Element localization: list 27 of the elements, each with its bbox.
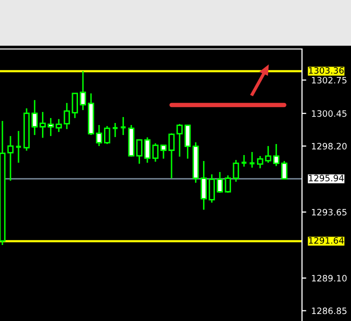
candlestick xyxy=(120,116,127,136)
candlestick xyxy=(15,130,22,164)
candlestick xyxy=(32,99,38,136)
candlestick xyxy=(160,144,167,160)
candlestick xyxy=(96,124,102,147)
candlestick xyxy=(7,135,14,182)
candlestick xyxy=(104,125,110,145)
ref-line-label: 1303.36 xyxy=(309,67,344,74)
y-tick-label: 1298.20 xyxy=(312,142,347,150)
candlestick xyxy=(240,154,248,168)
candlestick xyxy=(152,142,159,162)
y-tick-label: 1293.65 xyxy=(312,208,346,216)
candlestick xyxy=(224,174,232,194)
candlestick xyxy=(232,159,240,182)
candlestick xyxy=(80,70,86,111)
candlestick xyxy=(144,136,150,164)
ref-line-label: 1291.64 xyxy=(309,237,344,244)
y-tick-label: 1286.85 xyxy=(312,308,346,314)
y-tick-label: 1300.45 xyxy=(312,110,346,117)
ref-line-label: 1295.94 xyxy=(309,174,344,182)
y-tick-label: 1302.75 xyxy=(312,76,346,84)
candlestick xyxy=(112,122,119,138)
candlestick xyxy=(176,123,183,158)
candlestick xyxy=(168,132,175,179)
candlestick xyxy=(257,155,264,169)
y-tick-label: 1289.10 xyxy=(312,274,347,282)
candlestick xyxy=(72,92,78,119)
